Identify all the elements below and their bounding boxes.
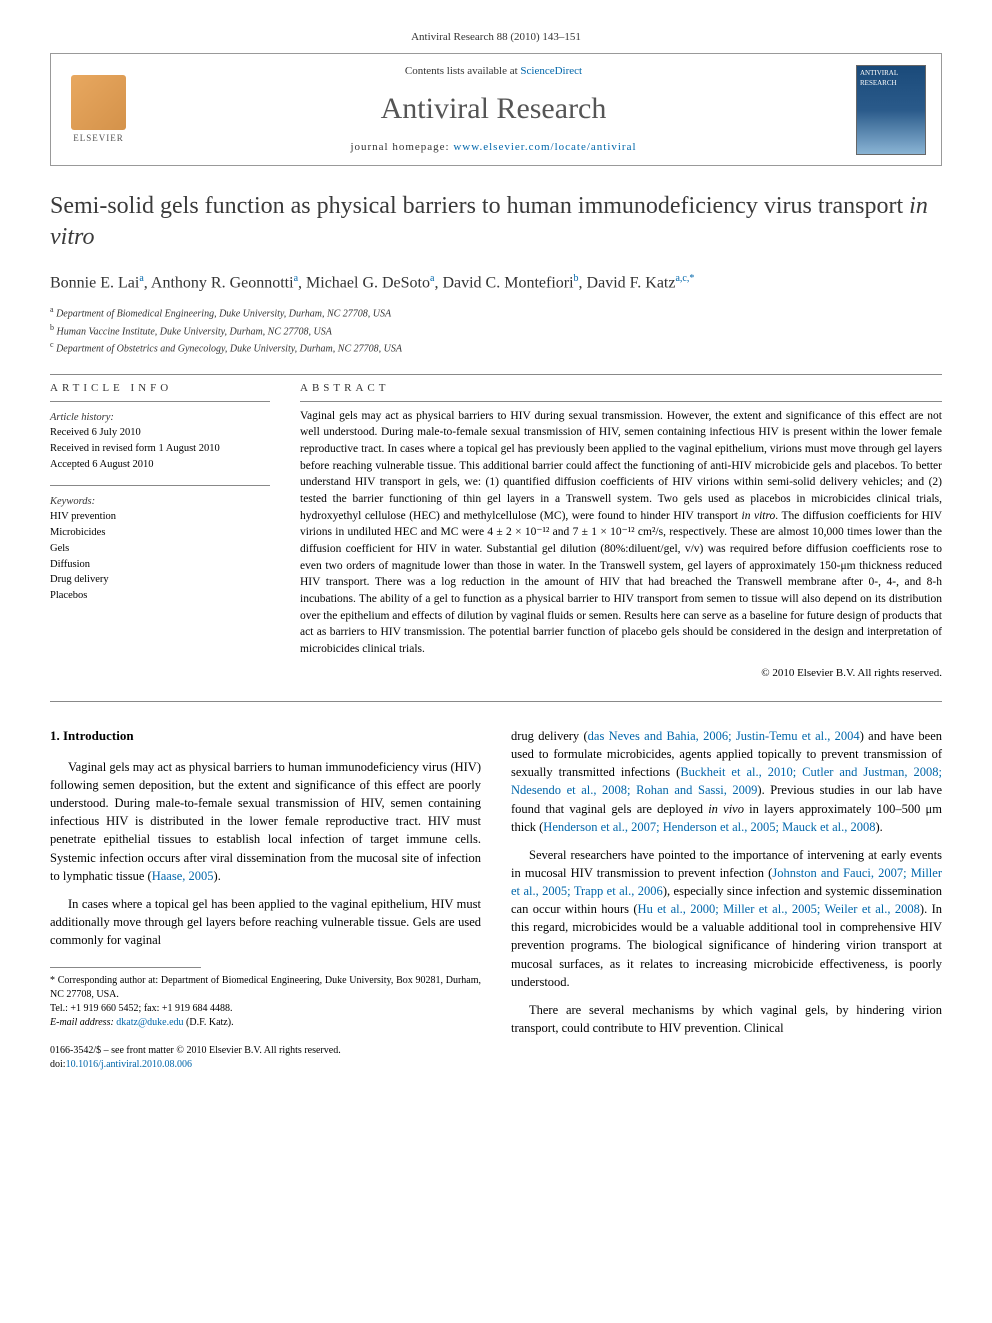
contents-available-line: Contents lists available at ScienceDirec… bbox=[151, 64, 836, 79]
homepage-prefix: journal homepage: bbox=[350, 141, 453, 153]
col2-p1: drug delivery (das Neves and Bahia, 2006… bbox=[511, 727, 942, 836]
revised-date: Received in revised form 1 August 2010 bbox=[50, 441, 270, 457]
col2-p1-a: drug delivery ( bbox=[511, 729, 588, 743]
doi-label: doi: bbox=[50, 1059, 66, 1070]
left-column: 1. Introduction Vaginal gels may act as … bbox=[50, 727, 481, 1072]
affiliations: a Department of Biomedical Engineering, … bbox=[50, 304, 942, 356]
sciencedirect-link[interactable]: ScienceDirect bbox=[520, 65, 582, 77]
intro-p1: Vaginal gels may act as physical barrier… bbox=[50, 758, 481, 885]
cite-hu[interactable]: Hu et al., 2000; Miller et al., 2005; We… bbox=[638, 902, 920, 916]
abstract-column: abstract Vaginal gels may act as physica… bbox=[300, 381, 942, 681]
author-4-aff: b bbox=[574, 273, 579, 284]
issn-line: 0166-3542/$ – see front matter © 2010 El… bbox=[50, 1044, 481, 1058]
keywords-block: Keywords: HIV prevention Microbicides Ge… bbox=[50, 494, 270, 604]
journal-name: Antiviral Research bbox=[151, 88, 836, 130]
corresponding-author: * Corresponding author at: Department of… bbox=[50, 974, 481, 1002]
homepage-link[interactable]: www.elsevier.com/locate/antiviral bbox=[453, 141, 636, 153]
article-info-heading: article info bbox=[50, 381, 270, 401]
keyword-2: Microbicides bbox=[50, 525, 270, 541]
divider bbox=[50, 374, 942, 375]
author-5-corr: * bbox=[689, 273, 694, 284]
elsevier-logo: ELSEVIER bbox=[66, 72, 131, 147]
history-label: Article history: bbox=[50, 410, 270, 426]
author-2-aff: a bbox=[294, 273, 298, 284]
affiliation-c: c Department of Obstetrics and Gynecolog… bbox=[50, 339, 942, 356]
intro-p1-text: Vaginal gels may act as physical barrier… bbox=[50, 760, 481, 883]
col2-p2: Several researchers have pointed to the … bbox=[511, 846, 942, 991]
footnotes: * Corresponding author at: Department of… bbox=[50, 974, 481, 1030]
author-3: Michael G. DeSoto bbox=[306, 274, 430, 291]
intro-p2: In cases where a topical gel has been ap… bbox=[50, 895, 481, 949]
affiliation-b: b Human Vaccine Institute, Duke Universi… bbox=[50, 322, 942, 339]
footer-left: 0166-3542/$ – see front matter © 2010 El… bbox=[50, 1044, 481, 1072]
abstract-part1: Vaginal gels may act as physical barrier… bbox=[300, 410, 942, 522]
col2-p1-italic: in vivo bbox=[708, 802, 744, 816]
info-abstract-row: article info Article history: Received 6… bbox=[50, 381, 942, 681]
keyword-6: Placebos bbox=[50, 588, 270, 604]
elsevier-tree-icon bbox=[71, 75, 126, 130]
header-center: Contents lists available at ScienceDirec… bbox=[151, 64, 836, 155]
keyword-3: Gels bbox=[50, 541, 270, 557]
homepage-line: journal homepage: www.elsevier.com/locat… bbox=[151, 140, 836, 155]
email-line: E-mail address: dkatz@duke.edu (D.F. Kat… bbox=[50, 1016, 481, 1030]
abstract-copyright: © 2010 Elsevier B.V. All rights reserved… bbox=[300, 666, 942, 681]
article-history-block: Article history: Received 6 July 2010 Re… bbox=[50, 410, 270, 473]
footnote-separator bbox=[50, 967, 201, 968]
right-column: drug delivery (das Neves and Bahia, 2006… bbox=[511, 727, 942, 1072]
elsevier-label: ELSEVIER bbox=[73, 132, 124, 145]
title-main: Semi-solid gels function as physical bar… bbox=[50, 193, 909, 219]
email-name: (D.F. Katz). bbox=[184, 1017, 234, 1028]
keywords-label: Keywords: bbox=[50, 494, 270, 510]
affiliation-c-text: Department of Obstetrics and Gynecology,… bbox=[56, 343, 402, 354]
author-5-aff: a,c, bbox=[675, 273, 689, 284]
abstract-text: Vaginal gels may act as physical barrier… bbox=[300, 408, 942, 658]
body-columns: 1. Introduction Vaginal gels may act as … bbox=[50, 727, 942, 1072]
article-info-column: article info Article history: Received 6… bbox=[50, 381, 270, 681]
cite-haase[interactable]: Haase, 2005 bbox=[152, 869, 214, 883]
intro-p1-end: ). bbox=[214, 869, 221, 883]
info-divider bbox=[50, 485, 270, 486]
author-3-aff: a bbox=[430, 273, 434, 284]
email-label: E-mail address: bbox=[50, 1017, 116, 1028]
authors-line: Bonnie E. Laia, Anthony R. Geonnottia, M… bbox=[50, 272, 942, 295]
author-5: David F. Katz bbox=[587, 274, 676, 291]
journal-cover-thumbnail: ANTIVIRAL RESEARCH bbox=[856, 65, 926, 155]
abstract-heading: abstract bbox=[300, 381, 942, 401]
author-1: Bonnie E. Lai bbox=[50, 274, 139, 291]
col2-p3: There are several mechanisms by which va… bbox=[511, 1001, 942, 1037]
cite-henderson[interactable]: Henderson et al., 2007; Henderson et al.… bbox=[543, 820, 875, 834]
accepted-date: Accepted 6 August 2010 bbox=[50, 457, 270, 473]
col2-p1-e: ). bbox=[876, 820, 883, 834]
abstract-part2: . The diffusion coefficients for HIV vir… bbox=[300, 510, 942, 655]
cover-label: ANTIVIRAL RESEARCH bbox=[860, 69, 898, 87]
affiliation-a-text: Department of Biomedical Engineering, Du… bbox=[56, 309, 391, 320]
telephone: Tel.: +1 919 660 5452; fax: +1 919 684 4… bbox=[50, 1002, 481, 1016]
author-4: David C. Montefiori bbox=[442, 274, 573, 291]
header-citation: Antiviral Research 88 (2010) 143–151 bbox=[50, 30, 942, 45]
keyword-4: Diffusion bbox=[50, 557, 270, 573]
article-title: Semi-solid gels function as physical bar… bbox=[50, 191, 942, 253]
abstract-italic1: in vitro bbox=[742, 510, 776, 522]
cite-dasneves[interactable]: das Neves and Bahia, 2006; Justin-Temu e… bbox=[588, 729, 860, 743]
affiliation-b-text: Human Vaccine Institute, Duke University… bbox=[57, 326, 332, 337]
author-2: Anthony R. Geonnotti bbox=[151, 274, 294, 291]
doi-line: doi:10.1016/j.antiviral.2010.08.006 bbox=[50, 1058, 481, 1072]
author-1-aff: a bbox=[139, 273, 143, 284]
contents-prefix: Contents lists available at bbox=[405, 65, 520, 77]
divider-2 bbox=[50, 701, 942, 702]
affiliation-a: a Department of Biomedical Engineering, … bbox=[50, 304, 942, 321]
received-date: Received 6 July 2010 bbox=[50, 425, 270, 441]
journal-header-box: ELSEVIER Contents lists available at Sci… bbox=[50, 53, 942, 166]
email-link[interactable]: dkatz@duke.edu bbox=[116, 1017, 183, 1028]
keyword-1: HIV prevention bbox=[50, 509, 270, 525]
keyword-5: Drug delivery bbox=[50, 572, 270, 588]
section-1-heading: 1. Introduction bbox=[50, 727, 481, 746]
doi-link[interactable]: 10.1016/j.antiviral.2010.08.006 bbox=[66, 1059, 192, 1070]
